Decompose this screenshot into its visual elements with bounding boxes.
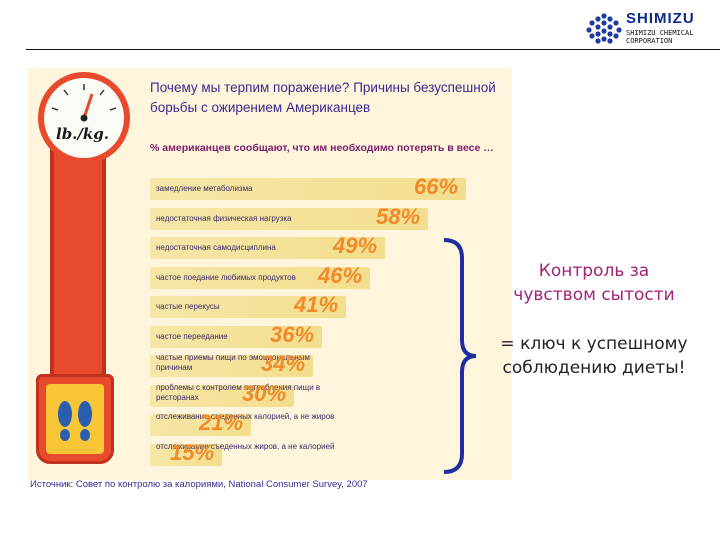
right-brace-icon (443, 238, 477, 474)
dial-label: lb./kg. (56, 125, 109, 143)
bar-label-10: отслеживание съеденных жиров, а не калор… (156, 441, 335, 451)
scale-plate (46, 384, 104, 454)
bar-label-8: проблемы с контролем потребления пищи в … (156, 382, 321, 402)
source-note: Источник: Совет по контролю за калориями… (30, 479, 368, 490)
bar-value-3: 49% (333, 233, 378, 258)
logo-line1: SHIMIZU CHEMICAL (626, 29, 694, 37)
logo-line2: CORPORATION (626, 37, 673, 45)
scale-dial (38, 72, 130, 164)
bar-7 (150, 355, 313, 377)
bar-10 (150, 443, 222, 466)
bar-label-9: отслеживание съеденных калорией, а не жи… (156, 412, 335, 421)
bar-value-7: 34% (261, 351, 306, 376)
bar-label-3: недостаточная самодисциплина (156, 243, 276, 252)
conclusion-text: = ключ к успешному соблюдению диеты! (500, 334, 688, 378)
bar-4 (150, 266, 370, 289)
bar-value-5: 41% (294, 292, 339, 317)
header-divider (26, 49, 720, 50)
footprints-icon (58, 401, 92, 441)
bar-1 (150, 178, 466, 200)
bar-value-6: 36% (270, 321, 315, 347)
bar-8 (150, 384, 294, 407)
bar-value-10: 15% (170, 439, 215, 465)
bar-5 (150, 296, 346, 318)
bar-6 (150, 325, 322, 348)
logo-name: SHIMIZU (626, 10, 695, 27)
bar-3 (150, 237, 385, 259)
bar-label-1: замедление метаболизма (156, 184, 253, 193)
bar-label-5: частые перекусы (156, 302, 220, 311)
bar-value-2: 58% (376, 203, 421, 229)
shimizu-logo: SHIMIZU SHIMIZU CHEMICAL CORPORATION (586, 10, 710, 46)
bar-label-2: недостаточная физическая нагрузка (156, 213, 292, 223)
bar-9 (150, 414, 251, 436)
bar-value-4: 46% (318, 262, 363, 288)
bar-2 (150, 207, 428, 230)
bar-value-9: 21% (199, 410, 244, 435)
bar-value-1: 66% (414, 174, 459, 199)
chart-subtitle: % американцев сообщают, что им необходим… (150, 142, 494, 154)
dial-needle-icon (51, 84, 117, 122)
bar-label-4: частое поедание любимых продуктов (156, 272, 296, 282)
conclusion-heading: Контроль за чувством сытости (513, 261, 675, 305)
chart-title: Почему мы терпим поражение? Причины безу… (150, 80, 496, 115)
bar-value-8: 30% (242, 380, 287, 406)
bar-label-7: частые приемы пищи по эмоциональным прич… (156, 353, 310, 372)
logo-dots-icon (586, 13, 622, 44)
bar-label-6: частое переедание (156, 331, 228, 341)
